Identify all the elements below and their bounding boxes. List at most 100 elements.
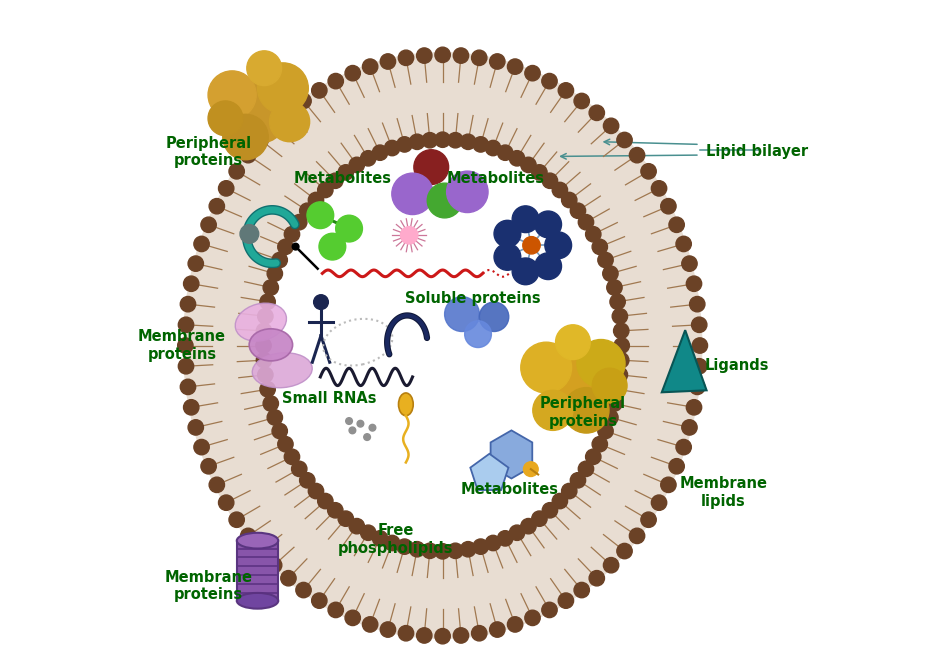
Circle shape: [555, 325, 590, 360]
Circle shape: [507, 59, 523, 74]
Circle shape: [525, 610, 541, 625]
Text: Peripheral
proteins: Peripheral proteins: [540, 396, 626, 429]
Circle shape: [682, 256, 697, 271]
Ellipse shape: [262, 138, 624, 554]
Circle shape: [589, 105, 605, 121]
Circle shape: [272, 252, 287, 268]
Circle shape: [295, 93, 311, 109]
Circle shape: [267, 410, 282, 425]
Text: Membrane
proteins: Membrane proteins: [165, 570, 253, 603]
Circle shape: [676, 236, 692, 252]
Circle shape: [328, 73, 343, 89]
Circle shape: [292, 215, 307, 230]
Circle shape: [223, 114, 268, 160]
Circle shape: [350, 519, 364, 534]
Circle shape: [308, 193, 323, 208]
Circle shape: [453, 628, 469, 643]
Circle shape: [535, 253, 561, 280]
Circle shape: [552, 183, 568, 198]
Circle shape: [180, 379, 196, 395]
Circle shape: [532, 164, 547, 180]
Circle shape: [218, 495, 234, 511]
Circle shape: [612, 309, 627, 324]
Circle shape: [257, 63, 308, 113]
Circle shape: [498, 145, 513, 160]
Circle shape: [318, 493, 333, 509]
Circle shape: [256, 323, 271, 339]
Circle shape: [295, 582, 311, 598]
Circle shape: [465, 321, 491, 348]
Circle shape: [460, 541, 475, 557]
Circle shape: [509, 150, 525, 166]
Circle shape: [226, 80, 290, 144]
Ellipse shape: [183, 52, 703, 639]
Circle shape: [363, 617, 377, 632]
Circle shape: [363, 59, 377, 74]
Circle shape: [218, 180, 234, 196]
Circle shape: [435, 47, 450, 62]
Circle shape: [629, 148, 645, 163]
Circle shape: [610, 294, 625, 309]
Circle shape: [385, 535, 400, 551]
Circle shape: [661, 199, 676, 214]
Circle shape: [417, 628, 432, 643]
Circle shape: [208, 101, 243, 136]
Text: Metabolites: Metabolites: [294, 171, 391, 186]
Circle shape: [558, 83, 573, 98]
Circle shape: [380, 622, 395, 637]
Circle shape: [597, 252, 613, 268]
Circle shape: [494, 244, 521, 270]
Circle shape: [299, 203, 315, 219]
Circle shape: [641, 164, 656, 179]
Circle shape: [593, 368, 627, 403]
Text: Soluble proteins: Soluble proteins: [404, 291, 541, 306]
Circle shape: [507, 617, 523, 632]
Text: Membrane
lipids: Membrane lipids: [679, 476, 767, 509]
Circle shape: [513, 258, 539, 285]
Circle shape: [398, 50, 414, 66]
Text: Metabolites: Metabolites: [460, 482, 558, 497]
Circle shape: [398, 625, 414, 641]
Circle shape: [570, 203, 585, 219]
Circle shape: [682, 420, 697, 435]
Circle shape: [435, 544, 450, 559]
Circle shape: [267, 118, 281, 134]
Circle shape: [690, 297, 705, 312]
Circle shape: [188, 420, 203, 435]
Circle shape: [184, 276, 199, 291]
Circle shape: [308, 483, 323, 499]
Circle shape: [592, 239, 608, 254]
Circle shape: [263, 280, 279, 295]
Circle shape: [651, 495, 666, 511]
FancyBboxPatch shape: [237, 541, 279, 601]
Circle shape: [603, 118, 619, 134]
Circle shape: [545, 232, 571, 258]
Circle shape: [188, 256, 203, 271]
Circle shape: [533, 391, 573, 430]
Circle shape: [686, 276, 702, 291]
Circle shape: [256, 338, 271, 353]
Ellipse shape: [253, 353, 312, 388]
Circle shape: [201, 458, 216, 474]
Circle shape: [521, 157, 536, 172]
Circle shape: [269, 101, 309, 142]
Circle shape: [669, 458, 684, 474]
Circle shape: [178, 358, 194, 374]
Circle shape: [542, 173, 557, 189]
Ellipse shape: [249, 329, 293, 361]
Circle shape: [614, 338, 629, 353]
Text: Metabolites: Metabolites: [447, 171, 545, 186]
Circle shape: [610, 382, 625, 397]
Circle shape: [473, 137, 488, 152]
Circle shape: [509, 525, 525, 540]
Circle shape: [267, 558, 281, 573]
Circle shape: [562, 193, 577, 208]
Circle shape: [281, 570, 296, 586]
Circle shape: [592, 436, 608, 452]
Circle shape: [597, 423, 613, 439]
Circle shape: [229, 512, 244, 527]
Text: Small RNAs: Small RNAs: [281, 391, 377, 407]
Circle shape: [328, 503, 343, 518]
Circle shape: [278, 436, 294, 452]
Circle shape: [328, 173, 343, 189]
